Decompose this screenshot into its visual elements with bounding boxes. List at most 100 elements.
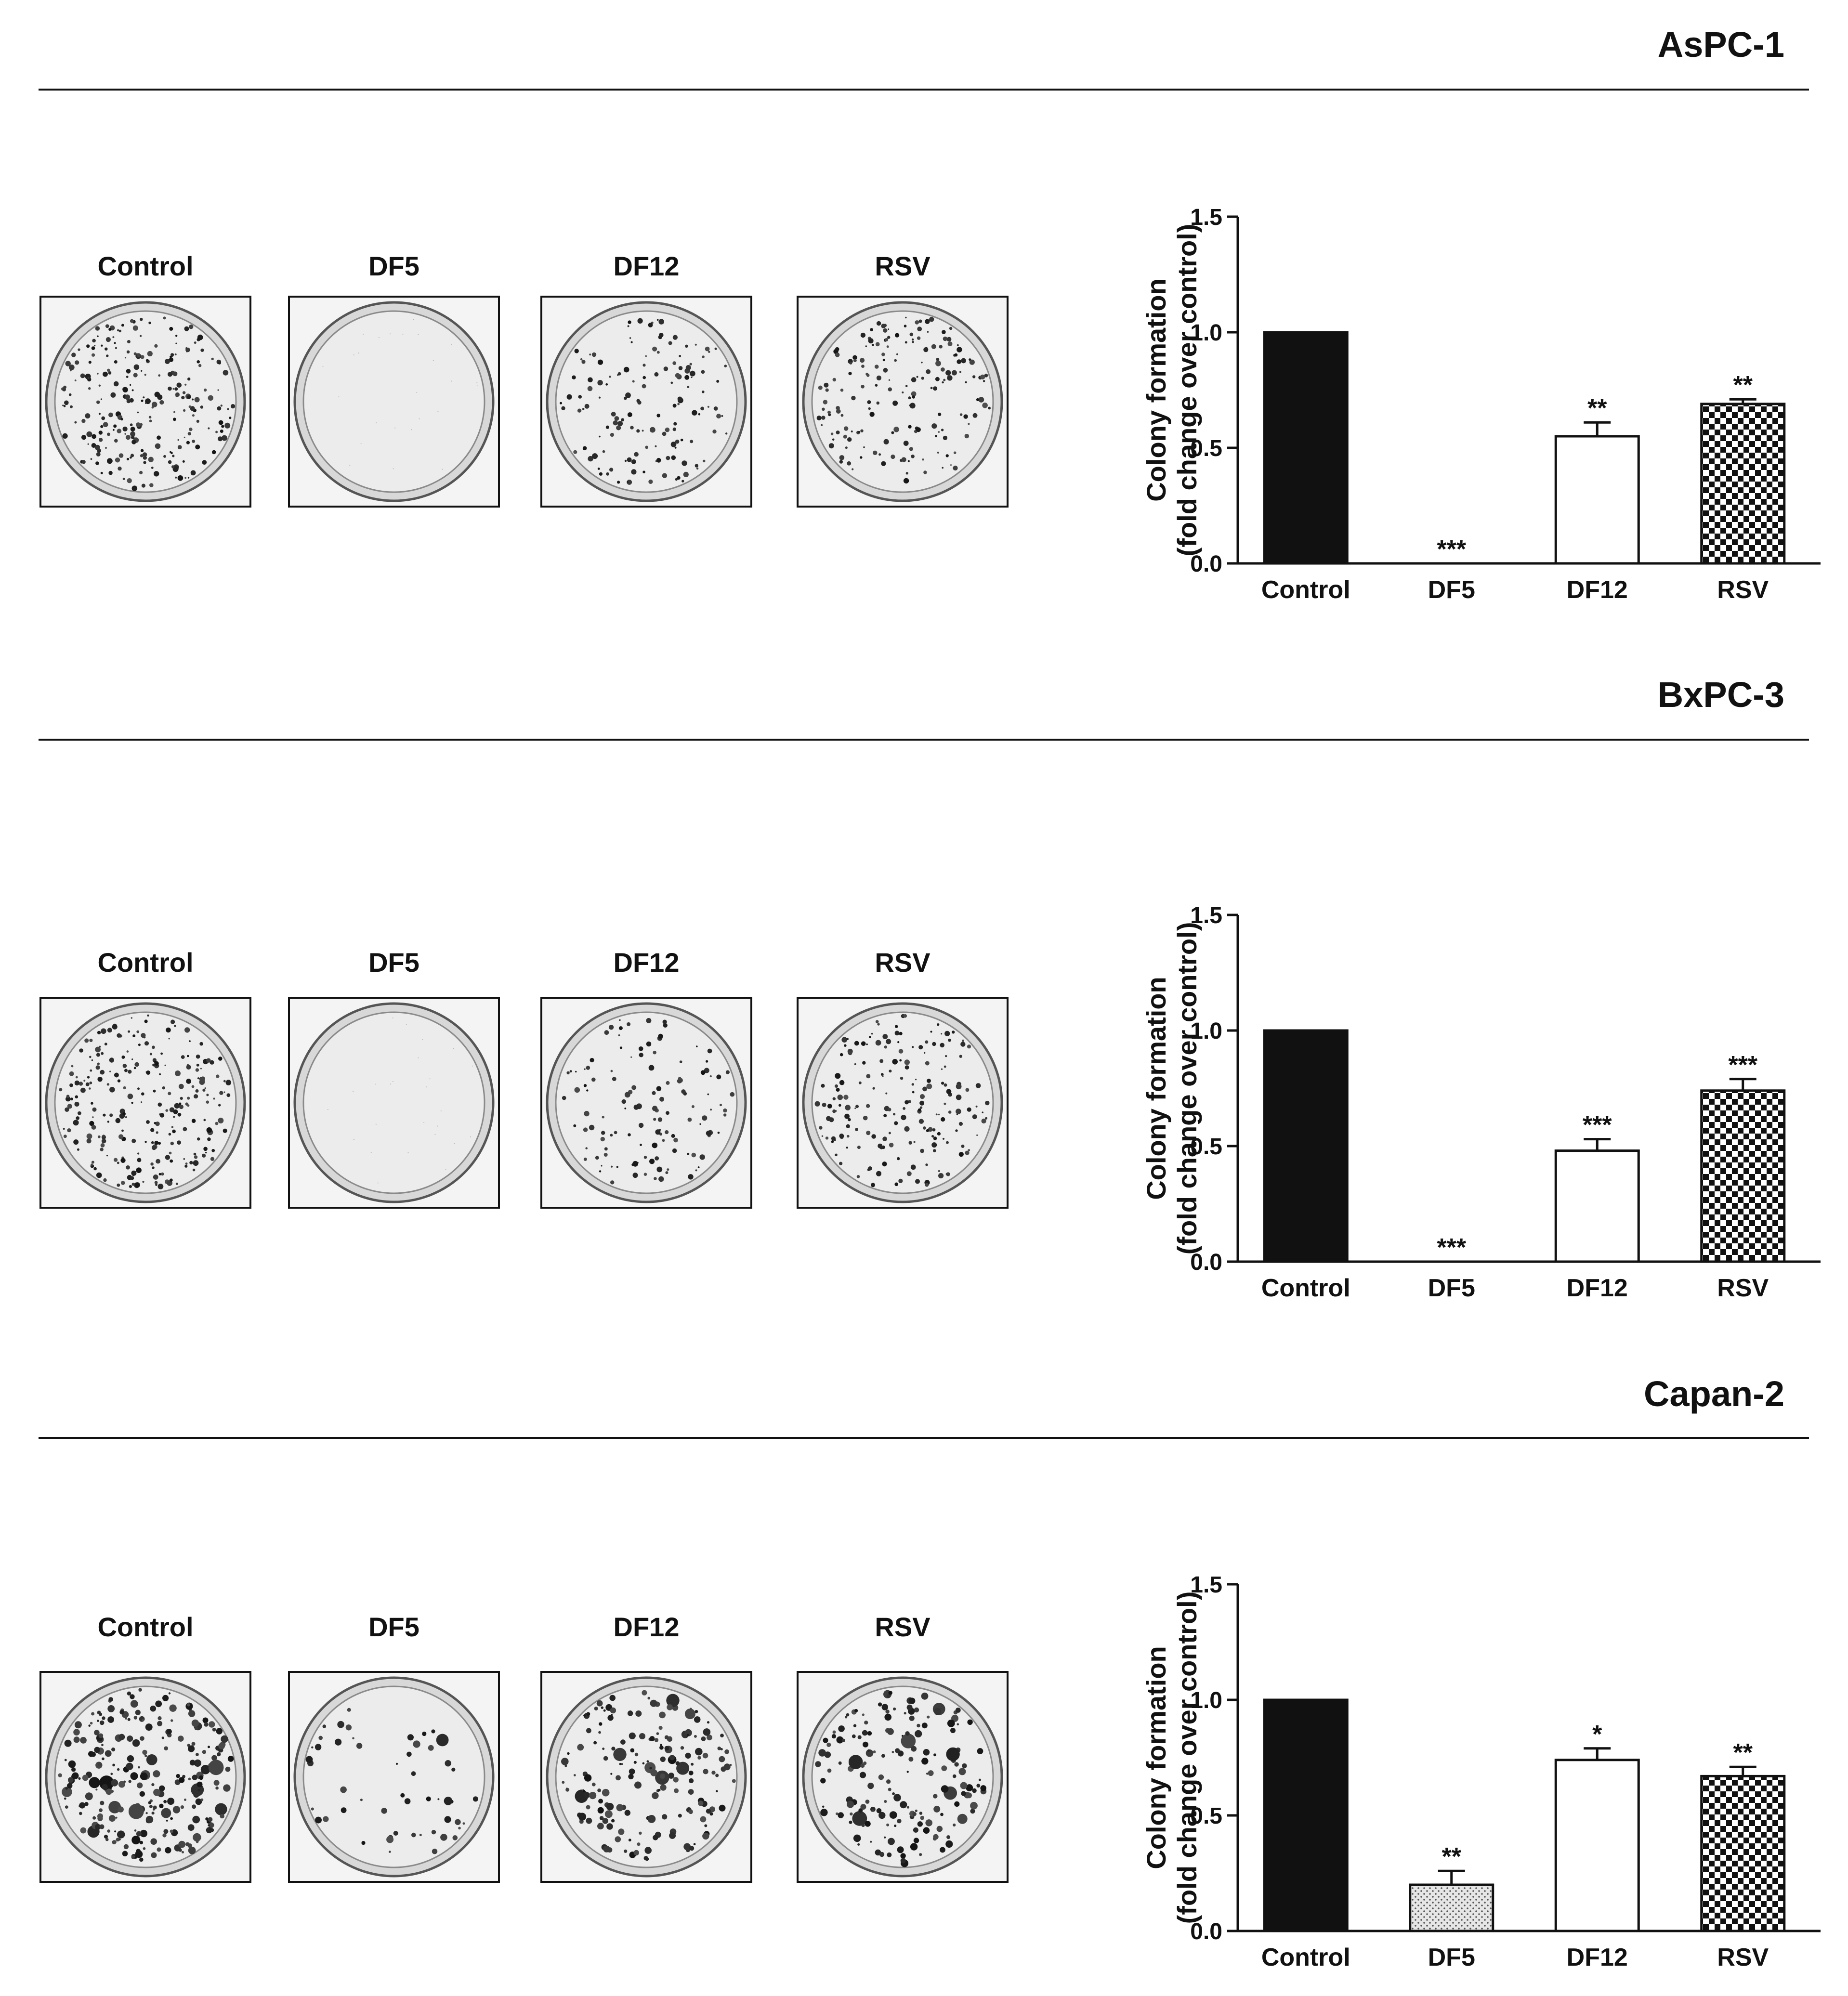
colony-dot <box>895 333 900 338</box>
colony-dot <box>68 393 72 396</box>
colony-dot <box>120 1158 126 1163</box>
colony-dot <box>667 1704 673 1710</box>
colony-dot <box>211 450 216 455</box>
colony-dot <box>716 1790 718 1792</box>
colony-dot <box>843 1095 849 1100</box>
colony-dot <box>154 344 158 348</box>
colony-dot <box>869 412 875 417</box>
colony-dot <box>724 365 727 367</box>
colony-dot <box>617 421 623 427</box>
colony-dot <box>168 1692 171 1695</box>
colony-dot <box>927 331 929 333</box>
colony-dot <box>386 1836 394 1843</box>
colony-dot <box>706 1809 711 1814</box>
colony-dot <box>597 1823 604 1830</box>
colony-dot <box>107 432 110 436</box>
colony-dot <box>100 1143 105 1148</box>
colony-dot <box>602 1818 608 1824</box>
colony-dot <box>111 1748 116 1752</box>
colony-dot <box>610 1707 616 1714</box>
colony-dot <box>451 343 452 345</box>
colony-dot <box>919 1094 925 1099</box>
colony-dot <box>885 1709 890 1714</box>
colony-dot <box>125 394 131 400</box>
colony-dot <box>131 1102 133 1104</box>
colony-dot <box>130 423 133 427</box>
colony-dot <box>919 1100 925 1106</box>
colony-dot <box>140 1736 144 1741</box>
colony-dot <box>908 1141 912 1145</box>
y-tick-label: 0.0 <box>1190 551 1222 577</box>
colony-dot <box>609 376 611 378</box>
chart-svg: Colony formation (fold change over contro… <box>1141 1572 1821 1971</box>
colony-dot <box>853 1834 861 1842</box>
significance-label: *** <box>1437 1234 1466 1262</box>
colony-dot <box>476 385 478 387</box>
colony-dot <box>470 1136 471 1137</box>
colony-dot <box>721 415 723 417</box>
colony-dot <box>915 1179 920 1184</box>
well-label-df5: DF5 <box>368 1612 419 1642</box>
colony-dot <box>653 1835 658 1840</box>
colony-dot <box>406 1024 407 1025</box>
colony-dot <box>824 1751 831 1758</box>
colony-dot <box>892 1792 895 1795</box>
colony-dot <box>947 375 953 381</box>
colony-dot <box>962 1763 967 1769</box>
colony-dot <box>889 1811 897 1819</box>
colony-dot <box>632 380 635 383</box>
colony-dot <box>672 335 678 340</box>
colony-dot <box>141 1101 143 1103</box>
colony-dot <box>187 1824 195 1831</box>
colony-dot <box>985 1117 988 1120</box>
colony-dot <box>963 414 968 419</box>
colony-dot <box>894 359 897 362</box>
colony-dot <box>611 1819 615 1823</box>
colony-dot <box>153 1174 158 1180</box>
colony-dot <box>942 467 944 469</box>
colony-dot <box>677 396 682 402</box>
colony-dot <box>196 1054 200 1059</box>
colony-dot <box>884 1713 891 1721</box>
colony-dot <box>672 427 676 431</box>
colony-dot <box>915 1809 917 1812</box>
colony-dot <box>634 1781 642 1789</box>
colony-dot <box>141 1092 144 1096</box>
colony-dot <box>587 386 593 391</box>
colony-dot <box>662 431 667 436</box>
colony-dot <box>183 409 186 412</box>
colony-dot <box>413 319 414 320</box>
colony-dot <box>603 1153 608 1157</box>
colony-dot <box>677 403 680 405</box>
colony-dot <box>886 345 889 348</box>
colony-dot <box>972 375 976 378</box>
colony-dot <box>843 434 847 439</box>
colony-dot <box>73 1736 80 1743</box>
colony-dot <box>110 1773 113 1775</box>
colony-dot <box>192 1168 196 1172</box>
plate-photo <box>41 1673 249 1881</box>
colony-dot <box>922 1086 927 1092</box>
colony-dot <box>564 1764 567 1767</box>
colony-dot <box>118 329 121 333</box>
plate-dish <box>555 1011 738 1194</box>
colony-dot <box>123 1086 126 1090</box>
colony-dot <box>105 447 107 449</box>
colony-dot <box>691 376 693 378</box>
colony-dot <box>356 1743 363 1749</box>
colony-dot <box>846 1124 850 1128</box>
colony-dot <box>566 394 572 400</box>
colony-dot <box>109 1057 114 1063</box>
colony-dot <box>117 1183 120 1187</box>
colony-dot <box>80 1737 87 1744</box>
x-tick-label: RSV <box>1717 576 1769 604</box>
colony-dot <box>561 1758 569 1765</box>
colony-dot <box>876 1171 881 1176</box>
colony-dot <box>138 1766 140 1769</box>
colony-dot <box>145 398 151 404</box>
colony-dot <box>125 1717 127 1720</box>
colony-dot <box>839 460 843 464</box>
colony-dot <box>191 1719 199 1727</box>
colony-dot <box>84 1038 89 1043</box>
colony-dot <box>96 400 100 404</box>
